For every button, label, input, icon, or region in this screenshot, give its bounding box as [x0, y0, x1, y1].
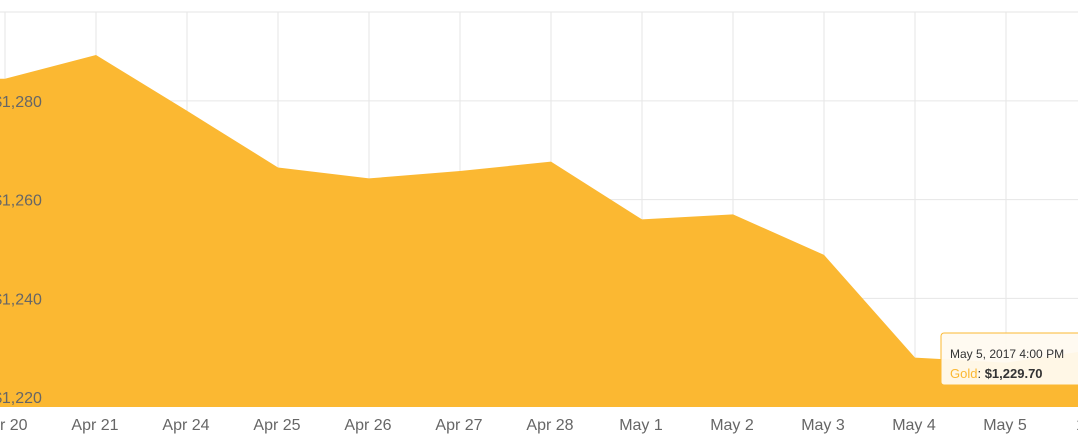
tooltip-box — [940, 332, 1078, 386]
gold-price-area — [0, 55, 1078, 407]
x-axis-tick-label: Apr 27 — [435, 417, 482, 434]
tooltip: May 5, 2017 4:00 PM Gold: $1,229.70 — [940, 332, 1078, 386]
tooltip-title: May 5, 2017 4:00 PM — [950, 347, 1064, 361]
x-axis-tick-label: May 2 — [710, 417, 754, 434]
x-axis-tick-label: May 3 — [801, 417, 845, 434]
tooltip-series-row: Gold: $1,229.70 — [950, 366, 1043, 381]
y-axis-tick-labels: $1,220 $1,240 $1,260 $1,280 — [0, 94, 42, 407]
y-axis-tick-label: $1,220 — [0, 390, 42, 407]
tooltip-value: $1,229.70 — [985, 366, 1043, 381]
x-axis-tick-label: Apr 28 — [526, 417, 573, 434]
x-axis-tick-label: May 5 — [983, 417, 1027, 434]
y-axis-tick-label: $1,260 — [0, 193, 42, 210]
x-axis-tick-label: Apr 20 — [0, 417, 28, 434]
x-axis-tick-label: Apr 26 — [344, 417, 391, 434]
x-axis-tick-label: Apr 21 — [71, 417, 118, 434]
x-axis-tick-label: May 4 — [892, 417, 936, 434]
x-axis-tick-label: Apr 24 — [162, 417, 209, 434]
tooltip-colon: : — [977, 366, 984, 381]
y-axis-tick-label: $1,240 — [0, 291, 42, 308]
y-axis-tick-label: $1,280 — [0, 94, 42, 111]
x-axis-tick-label: May 1 — [619, 417, 663, 434]
x-axis-tick-labels: Apr 20 Apr 21 Apr 24 Apr 25 Apr 26 Apr 27 Apr … — [0, 417, 1078, 434]
x-axis-tick-label: 16:00 — [1076, 417, 1078, 434]
tooltip-series-label: Gold — [950, 366, 977, 381]
x-axis-tick-label: Apr 25 — [253, 417, 300, 434]
